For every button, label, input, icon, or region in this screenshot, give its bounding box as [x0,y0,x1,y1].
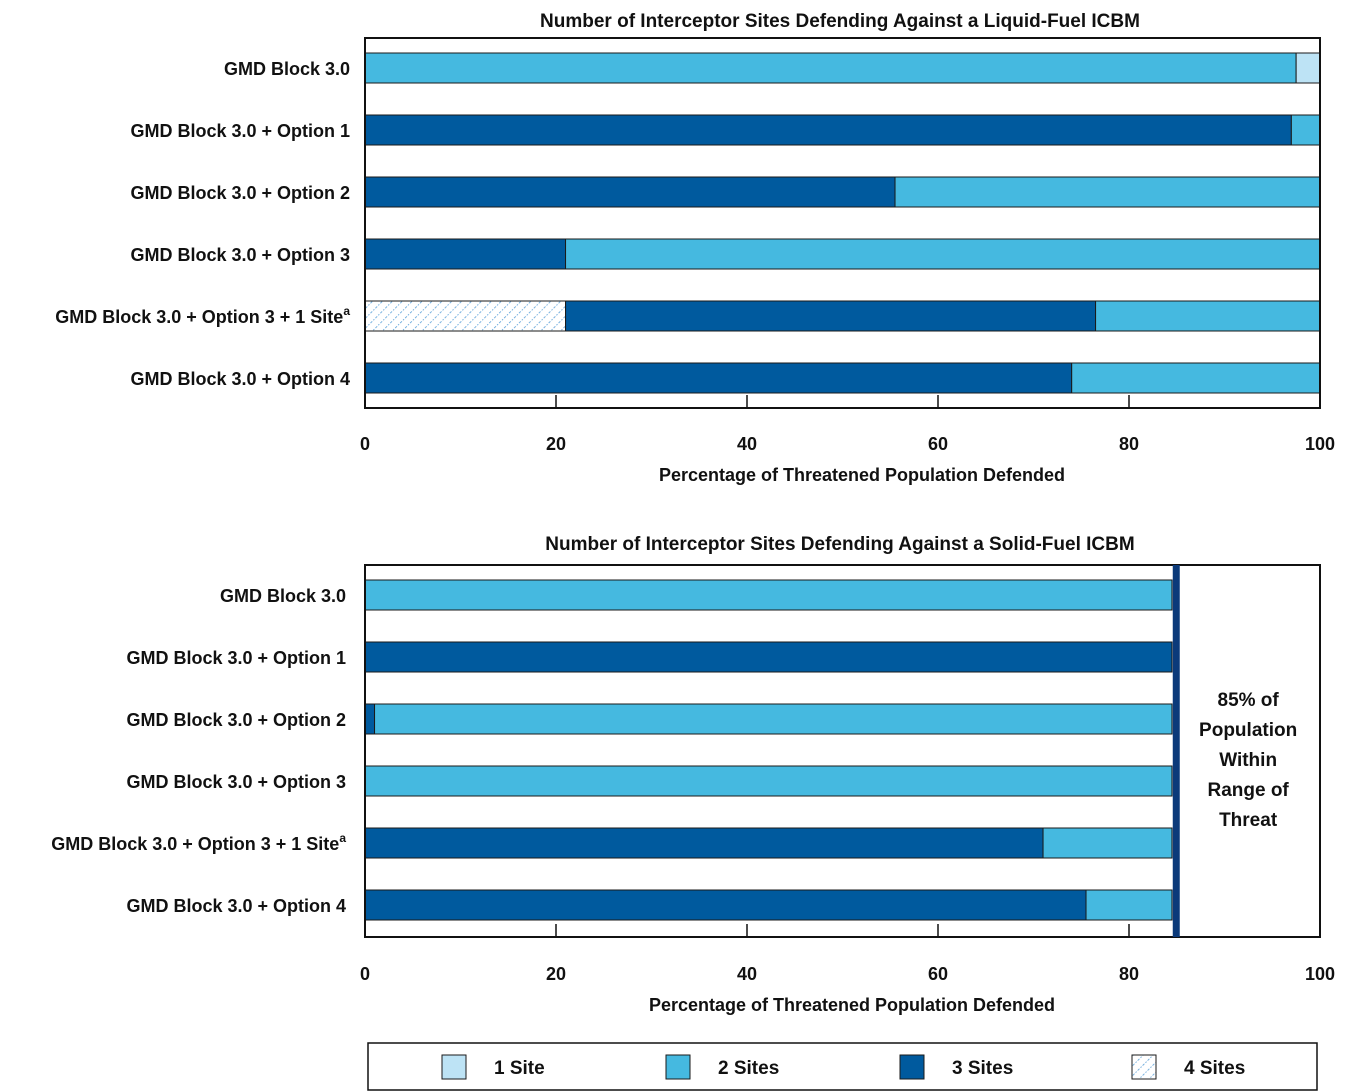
bar-segment-three-sites [364,827,1044,859]
category-label: GMD Block 3.0 + Option 4 [130,369,350,389]
bar-segment-three-sites [565,300,1097,332]
x-tick-label: 100 [1305,964,1335,984]
bar-segment-two-sites [1071,362,1321,394]
chart-title: Number of Interceptor Sites Defending Ag… [540,11,1140,32]
bar-segment-three-sites [364,114,1292,146]
x-tick-label: 0 [360,434,370,454]
x-tick-label: 20 [546,434,566,454]
x-tick-label: 100 [1305,434,1335,454]
x-tick-label: 60 [928,964,948,984]
threshold-annotation: Population [1199,720,1297,741]
legend-frame [367,1042,1318,1091]
category-label: GMD Block 3.0 [220,586,346,606]
x-tick-label: 40 [737,964,757,984]
x-tick-label: 0 [360,964,370,984]
bar-segment-one-site [1295,52,1321,84]
plot-frame [364,564,1321,938]
bar-segment-two-sites [374,703,1173,735]
threshold-annotation: Within [1219,750,1277,771]
bar-segment-two-sites [894,176,1321,208]
bar-segment-three-sites [364,238,567,270]
category-label: GMD Block 3.0 + Option 3 [126,772,346,792]
category-label: GMD Block 3.0 + Option 3 + 1 Sitea [51,831,346,854]
bar-segment-two-sites [364,765,1173,797]
bar-segment-three-sites [364,703,376,735]
x-tick-label: 80 [1119,434,1139,454]
x-axis-label: Percentage of Threatened Population Defe… [649,995,1055,1015]
bar-segment-three-sites [364,889,1087,921]
x-axis-label: Percentage of Threatened Population Defe… [659,465,1065,485]
bar-segment-three-sites [364,176,896,208]
legend-label: 2 Sites [718,1058,779,1079]
legend-label: 3 Sites [952,1058,1013,1079]
threshold-annotation: Threat [1219,810,1278,831]
threshold-annotation: 85% of [1218,690,1280,711]
category-label: GMD Block 3.0 + Option 1 [126,648,346,668]
x-tick-label: 80 [1119,964,1139,984]
legend-swatch-four-sites [1131,1054,1157,1080]
category-label: GMD Block 3.0 + Option 4 [126,896,346,916]
bar-segment-two-sites [565,238,1321,270]
bar-segment-two-sites [1095,300,1321,332]
bar-segment-two-sites [1290,114,1321,146]
category-label: GMD Block 3.0 + Option 2 [130,183,350,203]
threshold-annotation: Range of [1207,780,1289,801]
bar-segment-four-sites [364,300,567,332]
chart-title: Number of Interceptor Sites Defending Ag… [545,534,1134,555]
bar-segment-two-sites [364,579,1173,611]
bar-segment-two-sites [1085,889,1173,921]
legend-swatch-one-site [441,1054,467,1080]
x-tick-label: 60 [928,434,948,454]
bar-segment-three-sites [364,641,1173,673]
plot-frame [364,37,1321,409]
x-tick-label: 40 [737,434,757,454]
solid-fuel-chart: Number of Interceptor Sites Defending Ag… [51,534,1335,1015]
legend-swatch-three-sites [899,1054,925,1080]
legend-swatch-two-sites [665,1054,691,1080]
bar-segment-two-sites [364,52,1297,84]
liquid-fuel-chart: Number of Interceptor Sites Defending Ag… [55,11,1335,485]
category-label: GMD Block 3.0 + Option 3 + 1 Sitea [55,304,350,327]
x-tick-label: 20 [546,964,566,984]
bar-segment-three-sites [364,362,1073,394]
category-label: GMD Block 3.0 [224,59,350,79]
bar-segment-two-sites [1042,827,1173,859]
category-label: GMD Block 3.0 + Option 3 [130,245,350,265]
legend: 1 Site 2 Sites 3 Sites 4 Sites [367,1042,1318,1091]
legend-label: 1 Site [494,1058,545,1079]
category-label: GMD Block 3.0 + Option 2 [126,710,346,730]
category-label: GMD Block 3.0 + Option 1 [130,121,350,141]
legend-label: 4 Sites [1184,1058,1245,1079]
